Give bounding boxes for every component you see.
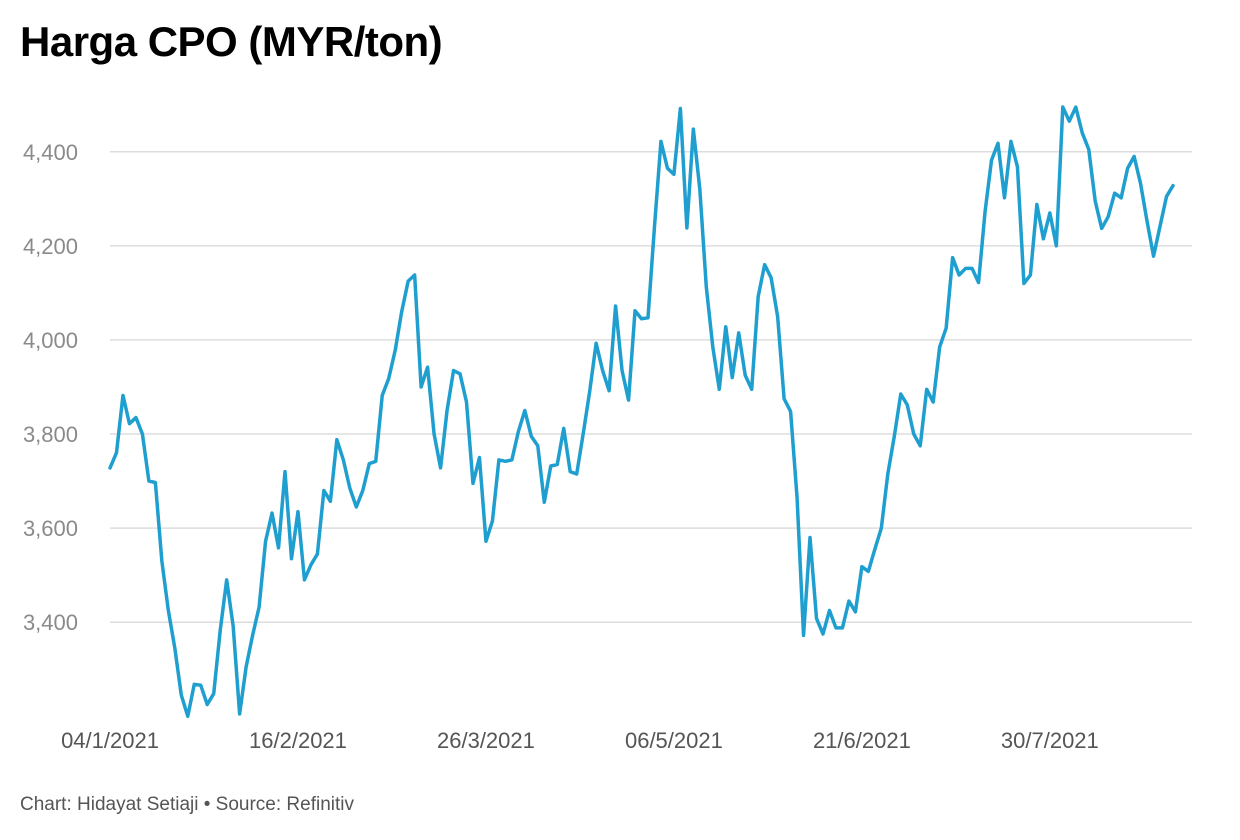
gridlines <box>110 151 1192 623</box>
x-tick-label: 06/5/2021 <box>625 728 723 753</box>
y-axis-labels: 3,400 3,600 3,800 4,000 4,200 4,400 <box>23 140 78 635</box>
chart-credit: Chart: Hidayat Setiaji • Source: Refinit… <box>20 794 355 815</box>
x-tick-label: 30/7/2021 <box>1001 728 1099 753</box>
y-tick-label: 4,200 <box>23 234 78 259</box>
x-axis-labels: 04/1/2021 16/2/2021 26/3/2021 06/5/2021 21/6… <box>61 728 1099 753</box>
y-tick-label: 3,400 <box>23 610 78 635</box>
y-tick-label: 4,400 <box>23 140 78 165</box>
series-layer <box>108 105 1175 719</box>
y-tick-label: 3,600 <box>23 516 78 541</box>
x-tick-label: 26/3/2021 <box>437 728 535 753</box>
x-tick-label: 16/2/2021 <box>249 728 347 753</box>
x-tick-label: 04/1/2021 <box>61 728 159 753</box>
y-tick-label: 4,000 <box>23 328 78 353</box>
chart-title: Harga CPO (MYR/ton) <box>20 18 443 65</box>
x-tick-label: 21/6/2021 <box>813 728 911 753</box>
series-line-cpo <box>108 105 1175 719</box>
y-tick-label: 3,800 <box>23 422 78 447</box>
